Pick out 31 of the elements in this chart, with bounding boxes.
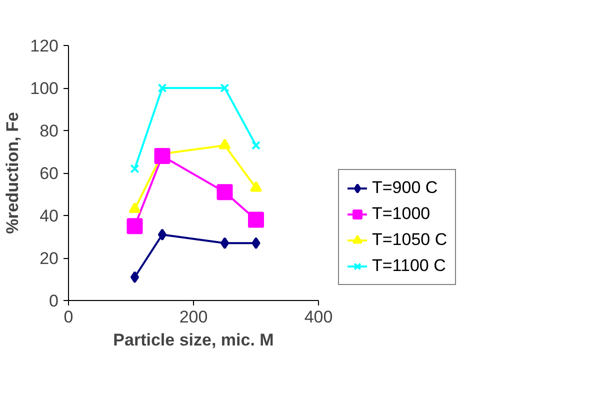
- y-tick-label: 100: [30, 79, 59, 98]
- legend-label: T=1000: [372, 204, 430, 224]
- y-tick-label: 40: [40, 206, 59, 226]
- y-tick-label: 120: [30, 36, 59, 56]
- y-axis-title: %reduction, Fe: [3, 112, 22, 234]
- point: [126, 218, 143, 234]
- x-tick-label: 0: [64, 308, 74, 326]
- point: [220, 237, 230, 250]
- x-axis-title: Particle size, mic. M: [113, 330, 274, 350]
- point: [158, 83, 167, 93]
- y-tick-label: 20: [40, 249, 59, 268]
- point: [251, 140, 261, 150]
- point: [252, 237, 260, 250]
- y-tick-label: 0: [49, 292, 59, 310]
- point: [216, 184, 233, 200]
- point: [154, 148, 170, 164]
- point: [220, 83, 230, 93]
- legend-label: T=1100 C: [372, 256, 446, 276]
- point: [130, 271, 140, 284]
- point: [250, 181, 262, 192]
- point: [128, 202, 141, 214]
- x-tick-label: 200: [179, 308, 208, 326]
- point: [218, 138, 231, 150]
- legend-label: T=1050 C: [372, 230, 448, 250]
- point: [130, 164, 140, 174]
- point: [158, 228, 167, 241]
- x-tick-label: 400: [304, 308, 333, 326]
- point: [248, 212, 264, 228]
- y-tick-label: 60: [40, 164, 59, 183]
- legend-label: T=900 C: [372, 178, 438, 198]
- y-tick-label: 80: [40, 122, 59, 140]
